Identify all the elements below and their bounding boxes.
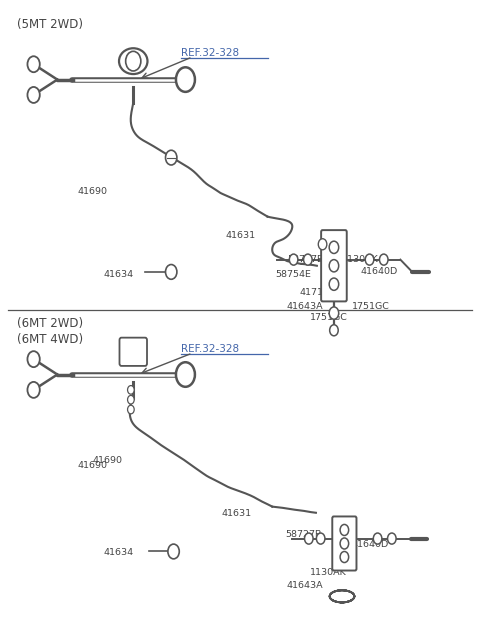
Circle shape [329, 307, 339, 319]
Text: 41712A: 41712A [300, 288, 336, 298]
Circle shape [387, 533, 396, 544]
Text: REF.32-328: REF.32-328 [180, 48, 239, 58]
Text: (5MT 2WD): (5MT 2WD) [17, 18, 83, 31]
Text: 41690: 41690 [78, 187, 108, 196]
Circle shape [289, 254, 298, 265]
Text: 1130AK: 1130AK [310, 569, 347, 577]
Text: 41631: 41631 [221, 510, 251, 518]
Circle shape [176, 68, 195, 92]
Ellipse shape [119, 48, 147, 74]
Circle shape [340, 538, 348, 549]
Text: 41643A: 41643A [287, 303, 323, 311]
Circle shape [303, 254, 312, 265]
Circle shape [128, 405, 134, 414]
Text: 41631: 41631 [226, 231, 256, 239]
Text: (6MT 2WD): (6MT 2WD) [17, 317, 83, 330]
Circle shape [27, 351, 40, 367]
FancyBboxPatch shape [120, 338, 147, 366]
Circle shape [373, 533, 382, 544]
Circle shape [168, 544, 179, 559]
Text: 58754E: 58754E [276, 270, 312, 279]
Text: 41640D: 41640D [351, 540, 389, 549]
Text: (6MT 4WD): (6MT 4WD) [17, 334, 83, 347]
Circle shape [329, 241, 339, 254]
Text: 41690: 41690 [93, 456, 123, 465]
Circle shape [166, 150, 177, 165]
Circle shape [27, 56, 40, 72]
FancyBboxPatch shape [332, 516, 357, 570]
Text: 1751GC: 1751GC [351, 303, 389, 311]
Circle shape [304, 533, 313, 544]
Text: 41634: 41634 [103, 270, 133, 279]
Circle shape [176, 362, 195, 387]
Circle shape [329, 260, 339, 272]
Text: 58727B: 58727B [285, 529, 322, 539]
Text: 1130AK: 1130AK [342, 255, 379, 264]
Text: 41640D: 41640D [361, 267, 398, 277]
Text: 58727B: 58727B [288, 255, 324, 264]
Circle shape [318, 239, 327, 250]
Circle shape [329, 278, 339, 290]
Circle shape [340, 551, 348, 562]
Circle shape [128, 396, 134, 404]
Text: 1751GC: 1751GC [310, 313, 348, 322]
Circle shape [166, 265, 177, 279]
FancyBboxPatch shape [321, 230, 347, 301]
Circle shape [330, 325, 338, 336]
Text: 41643A: 41643A [287, 581, 323, 590]
Text: REF.32-328: REF.32-328 [180, 344, 239, 354]
Text: 41634: 41634 [103, 548, 133, 557]
Circle shape [340, 525, 348, 536]
Circle shape [365, 254, 374, 265]
Circle shape [27, 87, 40, 103]
Circle shape [316, 533, 325, 544]
Text: 41690: 41690 [78, 461, 108, 469]
Circle shape [126, 51, 141, 71]
Circle shape [380, 254, 388, 265]
Circle shape [27, 382, 40, 398]
Circle shape [128, 386, 134, 394]
